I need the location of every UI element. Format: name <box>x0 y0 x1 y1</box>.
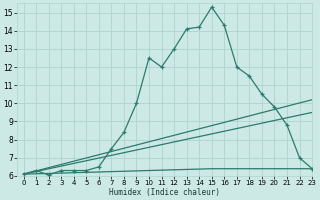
X-axis label: Humidex (Indice chaleur): Humidex (Indice chaleur) <box>109 188 220 197</box>
